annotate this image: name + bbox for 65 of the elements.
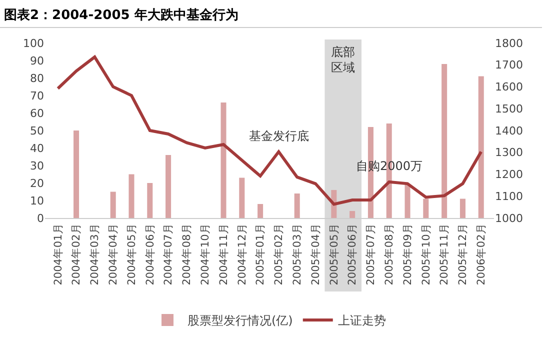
x-tick-label: 2005年02月 — [273, 223, 286, 286]
x-tick-label: 2005年05月 — [328, 223, 340, 286]
x-tick-label: 2004年07月 — [162, 223, 175, 286]
bar — [350, 211, 356, 218]
y2-tick-label: 1500 — [495, 102, 523, 116]
x-tick-label: 2004年05月 — [126, 223, 138, 286]
y-tick-label: 20 — [30, 176, 44, 190]
y2-tick-label: 1600 — [495, 80, 523, 94]
y2-tick-label: 1800 — [495, 36, 523, 50]
y-tick-label: 0 — [37, 212, 44, 225]
bar — [74, 130, 80, 218]
x-tick-label: 2005年09月 — [402, 223, 414, 286]
x-tick-label: 2005年01月 — [254, 223, 267, 286]
bar — [239, 178, 245, 218]
x-tick-label: 2005年10月 — [420, 223, 432, 286]
y-tick-label: 40 — [30, 142, 44, 155]
y2-tick-label: 1200 — [495, 168, 523, 182]
bar — [128, 174, 134, 218]
annotation: 基金发行底 — [249, 129, 309, 143]
bar — [478, 76, 484, 218]
bar — [423, 198, 429, 218]
legend-label: 上证走势 — [338, 314, 386, 328]
x-tick-label: 2004年11月 — [218, 223, 230, 286]
x-tick-label: 2005年06月 — [346, 223, 359, 286]
bar — [460, 198, 466, 218]
y2-tick-label: 1100 — [495, 190, 523, 203]
x-tick-label: 2005年12月 — [457, 223, 470, 286]
x-tick-label: 2005年11月 — [438, 223, 451, 286]
bar — [404, 184, 410, 218]
x-tick-label: 2005年04月 — [310, 223, 322, 286]
y2-tick-label: 1400 — [495, 124, 523, 138]
chart-title: 图表2：2004-2005 年大跌中基金行为 — [0, 0, 542, 28]
y-tick-label: 90 — [30, 54, 44, 68]
bar — [294, 194, 300, 218]
bar — [166, 155, 172, 218]
x-tick-label: 2004年12月 — [236, 223, 248, 286]
y-tick-label: 50 — [30, 124, 44, 138]
y-tick-label: 30 — [30, 159, 44, 172]
bar — [147, 183, 153, 218]
x-tick-label: 2004年10月 — [200, 223, 212, 286]
y-tick-label: 100 — [23, 36, 44, 50]
y-tick-label: 60 — [30, 106, 44, 120]
bar — [442, 64, 448, 218]
y-tick-label: 80 — [30, 72, 44, 85]
annotation: 自购2000万 — [356, 159, 423, 173]
bar — [220, 102, 226, 218]
y2-tick-label: 1300 — [495, 146, 523, 160]
x-tick-label: 2004年06月 — [144, 223, 156, 286]
y2-tick-label: 1700 — [495, 58, 523, 72]
x-tick-label: 2005年07月 — [365, 223, 378, 286]
band-label: 底部区域 — [331, 45, 355, 75]
legend-label: 股票型发行情况(亿) — [188, 314, 293, 328]
x-tick-label: 2005年08月 — [384, 223, 396, 286]
x-tick-label: 2004年02月 — [70, 223, 83, 286]
bar — [258, 204, 264, 218]
x-tick-label: 2004年03月 — [89, 223, 102, 286]
x-tick-label: 2004年01月 — [52, 223, 64, 286]
x-tick-label: 2005年03月 — [292, 223, 304, 286]
y-tick-label: 10 — [30, 194, 44, 208]
y-tick-label: 70 — [30, 89, 44, 102]
x-tick-label: 2004年04月 — [108, 223, 120, 286]
bar — [110, 192, 116, 218]
x-tick-label: 2006年02月 — [476, 223, 488, 286]
y2-tick-label: 1000 — [495, 212, 523, 225]
x-tick-label: 2004年08月 — [181, 223, 194, 286]
